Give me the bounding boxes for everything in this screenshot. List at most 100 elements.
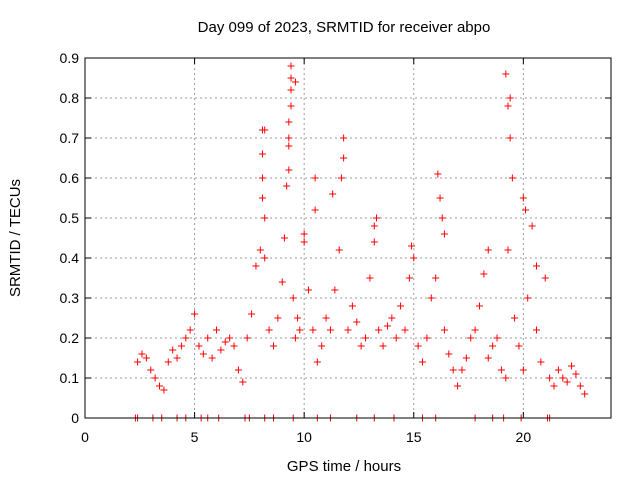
data-point (546, 374, 554, 382)
data-point (204, 334, 212, 342)
data-point (322, 314, 330, 322)
data-point (256, 246, 264, 254)
data-point (519, 194, 527, 202)
data-point (504, 102, 512, 110)
data-point (419, 358, 427, 366)
data-point (537, 358, 545, 366)
data-point (337, 174, 345, 182)
data-point (379, 342, 387, 350)
data-point (568, 362, 576, 370)
data-point (340, 154, 348, 162)
data-point (581, 390, 589, 398)
data-point (313, 358, 321, 366)
data-point (309, 326, 317, 334)
data-point (515, 342, 523, 350)
data-point (259, 126, 267, 134)
y-tick-label: 0.1 (60, 370, 80, 386)
data-point (375, 326, 383, 334)
y-tick-label: 0.4 (60, 250, 80, 266)
data-point (265, 326, 273, 334)
data-point (230, 342, 238, 350)
data-points (131, 62, 589, 422)
data-point (164, 358, 172, 366)
data-point (563, 378, 571, 386)
data-point (221, 338, 229, 346)
data-point (280, 234, 288, 242)
data-point (217, 346, 225, 354)
data-point (300, 238, 308, 246)
data-point (311, 206, 319, 214)
data-point (278, 278, 286, 286)
data-point (502, 374, 510, 382)
y-tick-label: 0.7 (60, 130, 80, 146)
data-point (259, 194, 267, 202)
data-point (471, 326, 479, 334)
data-point (261, 254, 269, 262)
data-point (239, 378, 247, 386)
data-point (532, 326, 540, 334)
data-point (287, 74, 295, 82)
data-point (285, 134, 293, 142)
data-point (427, 294, 435, 302)
data-point (572, 370, 580, 378)
data-point (467, 334, 475, 342)
data-point (559, 374, 567, 382)
data-point (173, 354, 181, 362)
data-point (493, 334, 501, 342)
data-point (436, 194, 444, 202)
data-point (329, 190, 337, 198)
y-tick-label: 0 (71, 410, 79, 426)
data-point (414, 342, 422, 350)
data-point (524, 294, 532, 302)
data-point (283, 182, 291, 190)
data-point (528, 222, 536, 230)
data-point (357, 342, 365, 350)
data-point (208, 354, 216, 362)
data-point (383, 322, 391, 330)
data-point (182, 334, 190, 342)
data-point (285, 118, 293, 126)
y-axis-label: SRMTID / TECUs (7, 179, 24, 297)
data-point (550, 382, 558, 390)
data-point (348, 302, 356, 310)
data-point (462, 354, 470, 362)
y-tick-label: 0.6 (60, 170, 80, 186)
data-point (432, 274, 440, 282)
data-point (259, 150, 267, 158)
data-point (234, 366, 242, 374)
data-point (340, 134, 348, 142)
data-point (454, 382, 462, 390)
data-point (445, 350, 453, 358)
data-point (335, 246, 343, 254)
data-point (519, 366, 527, 374)
data-point (186, 326, 194, 334)
data-point (300, 230, 308, 238)
data-point (362, 334, 370, 342)
data-point (326, 326, 334, 334)
data-point (508, 174, 516, 182)
data-point (554, 366, 562, 374)
data-point (449, 366, 457, 374)
data-point (169, 346, 177, 354)
chart-title: Day 099 of 2023, SRMTID for receiver abp… (198, 19, 491, 36)
data-point (344, 326, 352, 334)
y-tick-label: 0.3 (60, 290, 80, 306)
data-point (480, 270, 488, 278)
data-point (151, 374, 159, 382)
y-tick-label: 0.2 (60, 330, 80, 346)
data-point (287, 62, 295, 70)
data-point (274, 314, 282, 322)
data-point (405, 274, 413, 282)
data-point (252, 262, 260, 270)
data-point (423, 334, 431, 342)
tick-labels: 0 0.1 0.2 0.3 0.4 0.5 0.6 0.7 0.8 0.9 0 5 10 15 20 (60, 50, 532, 445)
data-point (243, 334, 251, 342)
data-point (541, 274, 549, 282)
data-point (504, 246, 512, 254)
data-point (291, 78, 299, 86)
data-point (285, 166, 293, 174)
data-point (370, 222, 378, 230)
data-point (287, 102, 295, 110)
data-point (532, 262, 540, 270)
